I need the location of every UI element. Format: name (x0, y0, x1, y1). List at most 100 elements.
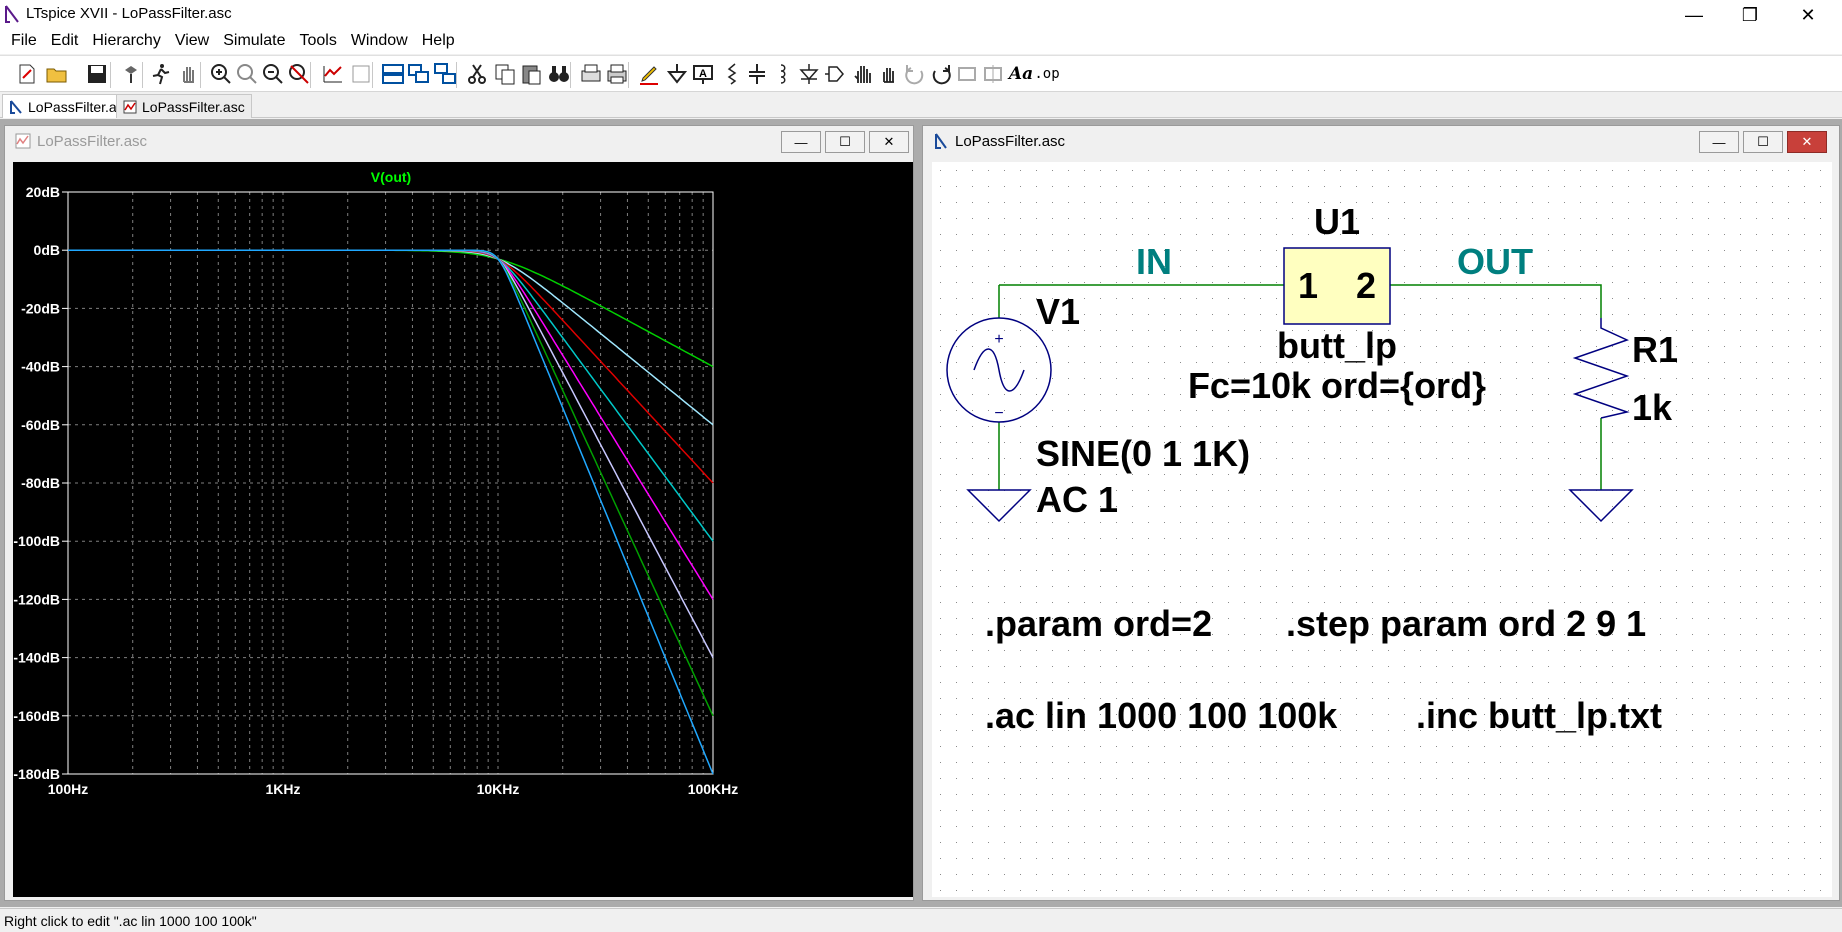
directive-step[interactable]: .step param ord 2 9 1 (1286, 603, 1646, 644)
copy-icon[interactable] (492, 61, 518, 87)
spice-directive-icon[interactable]: .op (1034, 66, 1060, 82)
waveform-minimize-button[interactable]: — (781, 131, 821, 153)
net-label-in[interactable]: IN (1136, 241, 1172, 282)
series-line-order-9 (68, 249, 714, 775)
waveform-icon (123, 100, 137, 113)
label-net-icon[interactable]: A (690, 61, 716, 87)
directive-param[interactable]: .param ord=2 (985, 603, 1212, 644)
new-schematic-icon[interactable] (14, 61, 40, 87)
series-line-order-7 (68, 249, 714, 658)
x-tick-label: 1KHz (265, 781, 300, 797)
inductor-icon[interactable] (770, 61, 796, 87)
schematic-maximize-button[interactable]: ☐ (1743, 131, 1783, 153)
svg-text:A: A (699, 68, 707, 80)
bode-plot-svg[interactable]: 20dB 0dB -20dB -40dB -60dB -80dB -100dB -120dB -… (13, 162, 913, 897)
ground-symbol-v1[interactable] (966, 489, 1032, 523)
rotate-icon[interactable] (954, 61, 980, 87)
net-label-out[interactable]: OUT (1457, 241, 1533, 282)
u1-refdes[interactable]: U1 (1314, 201, 1360, 242)
waveform-window-titlebar: LoPassFilter.asc (5, 126, 913, 156)
tab-waveform[interactable]: LoPassFilter.asc (116, 94, 252, 118)
menu-edit[interactable]: Edit (50, 32, 79, 49)
menu-bar: File Edit Hierarchy View Simulate Tools … (0, 30, 1842, 54)
wire-out[interactable] (1390, 284, 1602, 318)
v1-refdes[interactable]: V1 (1036, 291, 1080, 332)
directive-inc[interactable]: .inc butt_lp.txt (1416, 695, 1662, 736)
component-u1[interactable] (1283, 247, 1391, 325)
print-icon[interactable] (604, 61, 630, 87)
save-icon[interactable] (84, 61, 110, 87)
v1-plus-sign: + (994, 331, 1003, 348)
ltspice-logo-icon (5, 5, 19, 23)
ground-symbol-r1[interactable] (1568, 489, 1634, 523)
zoom-out-icon[interactable] (260, 61, 286, 87)
cascade-icon[interactable] (432, 61, 458, 87)
wires[interactable] (998, 284, 1602, 490)
tile-vertical-icon[interactable] (406, 61, 432, 87)
v1-value[interactable]: SINE(0 1 1K) (1036, 433, 1250, 474)
title-bar: LTspice XVII - LoPassFilter.asc — ❐ ✕ (0, 0, 1842, 30)
waveform-plot[interactable]: 20dB 0dB -20dB -40dB -60dB -80dB -100dB -120dB -… (13, 162, 913, 897)
diode-icon[interactable] (796, 61, 822, 87)
zoom-in-icon[interactable] (208, 61, 234, 87)
toolbar: A Aa .op (0, 55, 1842, 92)
menu-simulate[interactable]: Simulate (223, 32, 286, 49)
component-icon[interactable] (822, 61, 848, 87)
run-icon[interactable] (148, 61, 174, 87)
r1-value[interactable]: 1k (1632, 387, 1673, 428)
menu-hierarchy[interactable]: Hierarchy (92, 32, 161, 49)
setup-plot-icon[interactable] (348, 61, 374, 87)
drag-hand-icon[interactable] (876, 61, 902, 87)
voltage-source-v1[interactable]: + − (946, 317, 1052, 423)
menu-window[interactable]: Window (350, 32, 408, 49)
move-hand-icon[interactable] (850, 61, 876, 87)
menu-file[interactable]: File (11, 32, 37, 49)
x-tick-label: 100KHz (688, 781, 739, 797)
tab-schematic-label: LoPassFilter.asc (28, 98, 131, 115)
directive-ac[interactable]: .ac lin 1000 100 100k (985, 695, 1338, 736)
print-preview-icon[interactable] (578, 61, 604, 87)
redo-icon[interactable] (928, 61, 954, 87)
control-panel-icon[interactable] (118, 61, 144, 87)
y-tick-label: -100dB (13, 533, 60, 549)
v1-ac-value[interactable]: AC 1 (1036, 479, 1118, 520)
autorange-plot-icon[interactable] (320, 61, 346, 87)
tile-horizontal-icon[interactable] (380, 61, 406, 87)
series-line-order-3 (68, 249, 714, 426)
waveform-icon (15, 133, 31, 149)
ground-icon[interactable] (664, 61, 690, 87)
minimize-button[interactable]: — (1685, 4, 1703, 25)
mirror-icon[interactable] (980, 61, 1006, 87)
pan-zoom-icon[interactable] (234, 61, 260, 87)
menu-view[interactable]: View (174, 32, 210, 49)
resistor-icon[interactable] (718, 61, 744, 87)
y-tick-label: -80dB (21, 475, 60, 491)
waveform-maximize-button[interactable]: ☐ (825, 131, 865, 153)
open-folder-icon[interactable] (44, 61, 70, 87)
schematic-minimize-button[interactable]: — (1699, 131, 1739, 153)
schematic-canvas[interactable]: + − 1 2 U1 IN OUT V1 butt_lp Fc=10k ord=… (932, 162, 1832, 897)
waveform-close-button[interactable]: ✕ (869, 131, 909, 153)
draw-wire-pencil-icon[interactable] (636, 61, 662, 87)
close-button[interactable]: ✕ (1800, 4, 1816, 25)
halt-hand-icon[interactable] (176, 61, 202, 87)
restore-button[interactable]: ❐ (1741, 4, 1759, 25)
undo-icon[interactable] (902, 61, 928, 87)
zoom-fit-icon[interactable] (286, 61, 312, 87)
schematic-window: LoPassFilter.asc — ☐ ✕ (922, 125, 1840, 901)
capacitor-icon[interactable] (744, 61, 770, 87)
menu-help[interactable]: Help (421, 32, 455, 49)
schematic-svg[interactable]: + − 1 2 U1 IN OUT V1 butt_lp Fc=10k ord=… (932, 162, 1832, 897)
x-tick-label: 100Hz (48, 781, 88, 797)
text-icon[interactable]: Aa (1008, 64, 1034, 84)
tab-schematic[interactable]: LoPassFilter.asc (2, 94, 138, 118)
menu-tools[interactable]: Tools (299, 32, 337, 49)
find-binoculars-icon[interactable] (546, 61, 572, 87)
u1-model-name[interactable]: butt_lp (1277, 325, 1397, 366)
schematic-close-button[interactable]: ✕ (1787, 131, 1827, 153)
r1-refdes[interactable]: R1 (1632, 329, 1678, 370)
paste-icon[interactable] (518, 61, 544, 87)
cut-icon[interactable] (464, 61, 490, 87)
u1-parameters[interactable]: Fc=10k ord={ord} (1188, 365, 1486, 406)
resistor-r1[interactable] (1572, 318, 1630, 419)
